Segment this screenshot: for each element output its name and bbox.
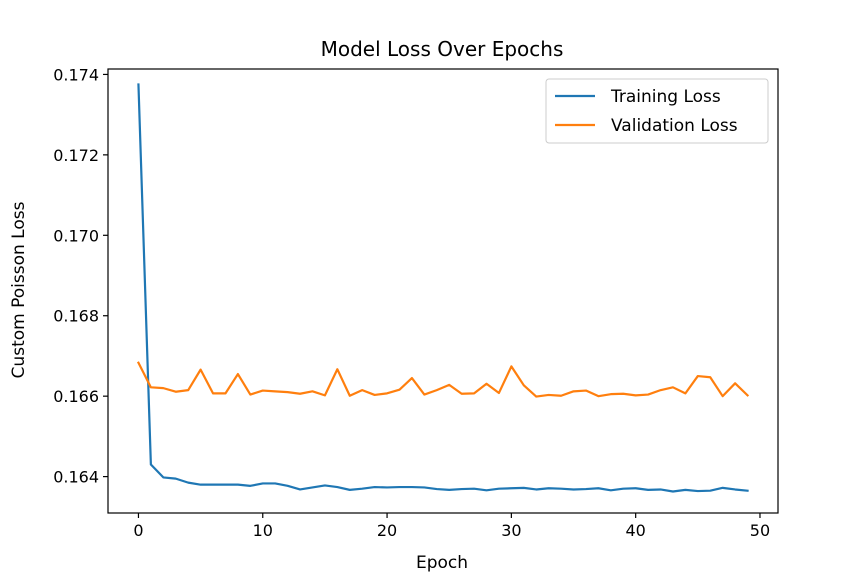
legend-label-validation-loss: Validation Loss	[611, 116, 738, 136]
legend-box	[545, 78, 769, 144]
x-axis-label: Epoch	[416, 553, 468, 573]
y-tick-label: 0.170	[53, 226, 99, 245]
x-tick-label: 30	[501, 521, 521, 540]
chart-title: Model Loss Over Epochs	[321, 37, 564, 61]
y-tick-label: 0.174	[53, 65, 99, 84]
y-tick-label: 0.166	[53, 387, 99, 406]
y-tick-label: 0.168	[53, 307, 99, 326]
legend: Training Loss Validation Loss	[545, 78, 769, 144]
y-tick-label: 0.164	[53, 468, 99, 487]
x-tick-label: 50	[750, 521, 770, 540]
x-tick-label: 10	[253, 521, 273, 540]
series-line-validation-loss	[136, 361, 750, 398]
plot-frame	[107, 68, 779, 514]
legend-label-training-loss: Training Loss	[610, 87, 721, 107]
series-line-training-loss	[137, 83, 749, 493]
plot-area: 0 10 20 30 40 50 0.164 0.166 0.168 0.170 0.172 0.17…	[53, 65, 779, 540]
x-tick-label: 0	[133, 521, 143, 540]
y-axis-label: Custom Poisson Loss	[9, 201, 29, 378]
y-tick-label: 0.172	[53, 146, 99, 165]
x-tick-label: 40	[625, 521, 645, 540]
x-tick-label: 20	[377, 521, 397, 540]
